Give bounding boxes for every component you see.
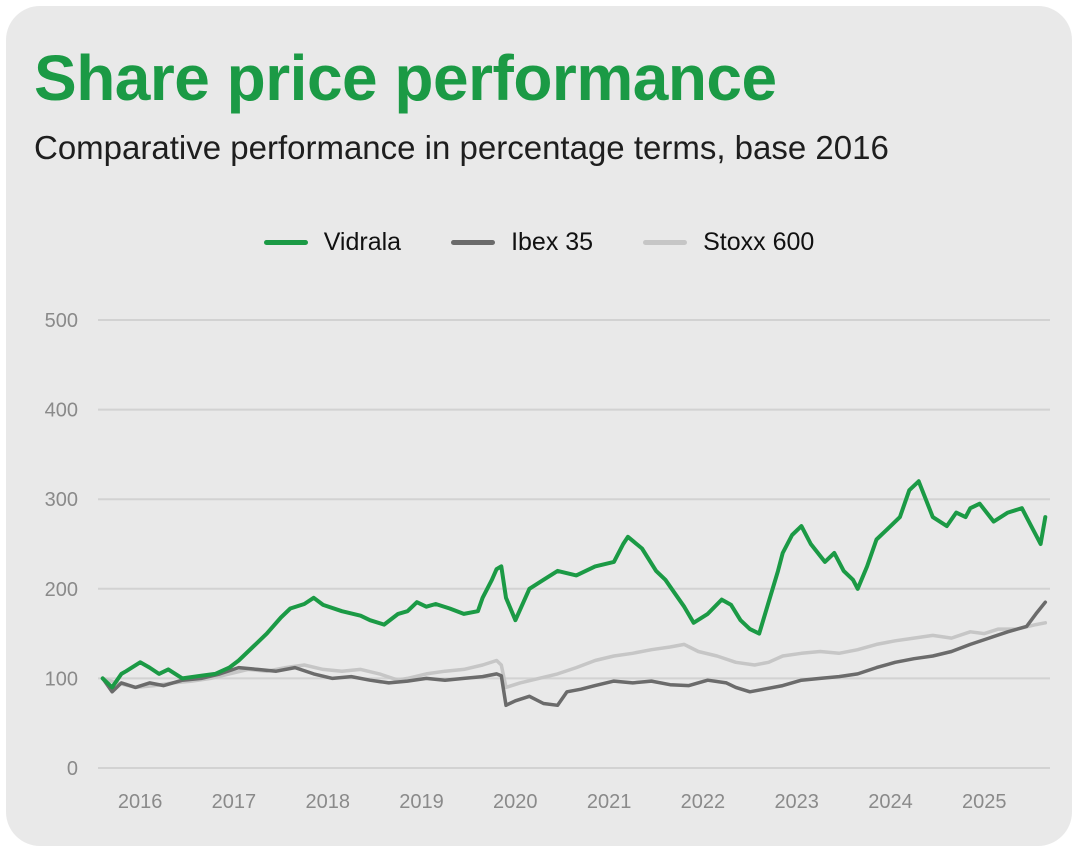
y-tick-label-500: 500 bbox=[45, 310, 78, 332]
chart-title: Share price performance bbox=[34, 42, 777, 114]
legend-label-vidrala: Vidrala bbox=[323, 228, 402, 256]
x-tick-label-2018: 2018 bbox=[305, 791, 350, 813]
series-line-vidrala bbox=[100, 479, 1048, 690]
y-tick-label-100: 100 bbox=[45, 668, 78, 690]
legend-label-ibex-35: Ibex 35 bbox=[511, 228, 594, 256]
y-tick-label-400: 400 bbox=[45, 400, 78, 422]
legend-item-stoxx-600[interactable]: Stoxx 600 bbox=[643, 228, 814, 257]
x-tick-label-2016: 2016 bbox=[118, 791, 163, 813]
legend-item-ibex-35[interactable]: Ibex 35 bbox=[451, 228, 593, 257]
y-tick-label-300: 300 bbox=[45, 489, 78, 511]
x-tick-label-2021: 2021 bbox=[587, 791, 632, 813]
legend-label-stoxx-600: Stoxx 600 bbox=[703, 228, 815, 256]
legend-swatch-ibex-35 bbox=[451, 240, 496, 245]
x-axis-ticks: 2016 2017 2018 2019 2020 2021 2022 2023 2024 2025 bbox=[118, 791, 1007, 813]
x-tick-label-2023: 2023 bbox=[774, 791, 819, 813]
legend-item-vidrala[interactable]: Vidrala bbox=[263, 228, 402, 257]
series-line-ibex-35 bbox=[100, 600, 1048, 708]
x-tick-label-2017: 2017 bbox=[212, 791, 257, 813]
chart-subtitle: Comparative performance in percentage te… bbox=[34, 129, 889, 166]
series-lines bbox=[100, 479, 1048, 708]
legend-swatch-stoxx-600 bbox=[643, 240, 688, 245]
y-tick-label-0: 0 bbox=[67, 758, 78, 780]
x-tick-label-2019: 2019 bbox=[399, 791, 444, 813]
y-tick-label-200: 200 bbox=[45, 579, 78, 601]
x-tick-label-2020: 2020 bbox=[493, 791, 538, 813]
legend: Vidrala Ibex 35 Stoxx 600 bbox=[6, 228, 1072, 257]
y-axis-ticks: 0 100 200 300 400 500 bbox=[45, 310, 78, 780]
line-chart-plot: 0 100 200 300 400 500 2016 2017 2018 2019 2020 202… bbox=[45, 310, 1050, 813]
x-tick-label-2025: 2025 bbox=[962, 791, 1007, 813]
gridlines bbox=[98, 319, 1050, 769]
chart-card: Share price performance Comparative perf… bbox=[6, 6, 1072, 846]
legend-swatch-vidrala bbox=[263, 240, 308, 245]
x-tick-label-2024: 2024 bbox=[868, 791, 913, 813]
x-tick-label-2022: 2022 bbox=[681, 791, 726, 813]
